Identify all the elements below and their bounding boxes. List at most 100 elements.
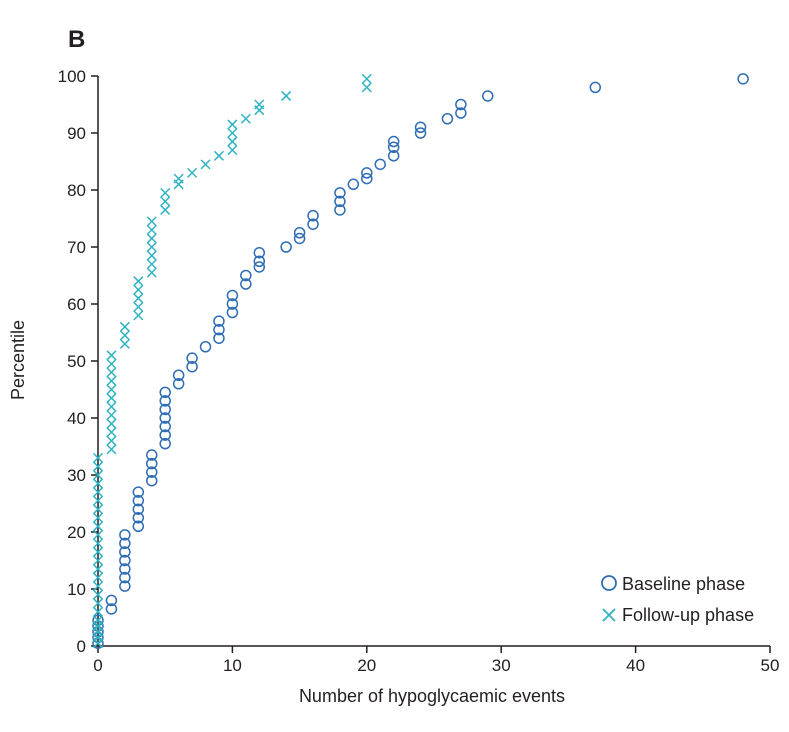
baseline-point — [132, 512, 145, 524]
baseline-point — [307, 218, 319, 230]
baseline-point — [387, 150, 400, 162]
followup-point — [92, 581, 104, 592]
baseline-point — [334, 204, 346, 216]
baseline-point — [455, 107, 467, 119]
followup-point — [146, 259, 157, 270]
baseline-point — [589, 81, 602, 94]
baseline-point — [132, 486, 145, 498]
followup-point — [106, 410, 117, 421]
baseline-point — [119, 580, 131, 592]
y-tick-label: 60 — [67, 295, 86, 314]
x-ticks: 0 10 20 30 40 50 — [93, 646, 779, 675]
followup-point — [361, 82, 372, 93]
followup-series — [92, 73, 372, 649]
baseline-point — [334, 195, 346, 208]
baseline-point — [213, 323, 225, 336]
baseline-point — [146, 466, 158, 478]
y-tick-label: 0 — [77, 637, 86, 656]
baseline-point — [132, 520, 145, 533]
baseline-point — [334, 187, 346, 199]
followup-point — [92, 572, 104, 583]
baseline-point — [159, 395, 171, 407]
followup-point — [92, 478, 104, 489]
followup-point — [92, 546, 104, 557]
x-tick-label: 40 — [626, 656, 645, 675]
baseline-point — [387, 141, 400, 153]
baseline-point — [213, 315, 225, 327]
followup-point — [106, 350, 117, 361]
followup-point — [92, 487, 104, 498]
y-axis-label: Percentile — [8, 320, 28, 400]
followup-point — [254, 99, 265, 110]
baseline-point — [172, 369, 185, 381]
baseline-point — [213, 332, 225, 344]
y-tick-label: 90 — [67, 124, 86, 143]
y-tick-label: 10 — [67, 580, 86, 599]
legend-baseline-marker — [601, 575, 617, 591]
baseline-point — [240, 278, 252, 290]
panel-label: B — [68, 26, 86, 53]
baseline-point — [414, 127, 427, 139]
followup-point — [92, 469, 104, 481]
y-tick-label: 50 — [67, 352, 86, 371]
followup-point — [106, 384, 117, 395]
baseline-point — [253, 246, 266, 259]
baseline-point — [441, 113, 454, 125]
followup-point — [92, 589, 104, 600]
y-tick-label: 40 — [67, 409, 86, 428]
baseline-point — [119, 546, 131, 558]
followup-point — [227, 119, 238, 130]
baseline-point — [159, 412, 171, 424]
followup-point — [133, 301, 144, 312]
followup-point — [92, 555, 104, 566]
followup-point — [106, 418, 117, 429]
baseline-point — [455, 98, 467, 111]
baseline-point — [226, 298, 239, 310]
followup-point — [173, 173, 184, 184]
baseline-point — [307, 209, 319, 222]
followup-point — [92, 512, 104, 523]
followup-point — [106, 375, 117, 386]
followup-point — [227, 127, 238, 139]
followup-point — [106, 358, 117, 369]
axes — [97, 76, 770, 647]
baseline-point — [240, 269, 252, 282]
followup-point — [106, 367, 117, 378]
baseline-point — [280, 241, 292, 253]
followup-point — [92, 598, 104, 609]
baseline-point — [253, 261, 266, 273]
baseline-point — [105, 594, 118, 607]
followup-point — [92, 564, 104, 575]
baseline-point — [387, 135, 400, 148]
baseline-point — [253, 255, 266, 267]
baseline-point — [159, 437, 171, 450]
followup-point — [119, 321, 130, 332]
baseline-point — [347, 178, 360, 191]
baseline-point — [119, 563, 131, 575]
followup-point — [92, 452, 104, 463]
followup-point — [106, 393, 117, 404]
baseline-point — [186, 352, 198, 364]
followup-point — [119, 330, 130, 341]
baseline-point — [226, 289, 239, 302]
followup-point — [133, 310, 144, 321]
baseline-point — [146, 474, 158, 487]
baseline-point — [119, 529, 131, 541]
followup-point — [106, 401, 117, 412]
followup-point — [92, 495, 104, 506]
baseline-point — [199, 341, 212, 353]
baseline-point — [361, 172, 373, 185]
x-tick-label: 20 — [357, 656, 376, 675]
legend-followup-marker — [602, 608, 616, 622]
baseline-point — [374, 158, 386, 171]
followup-point — [160, 187, 171, 198]
followup-point — [187, 167, 198, 178]
followup-point — [281, 90, 292, 101]
baseline-point — [361, 167, 373, 179]
followup-point — [92, 504, 104, 515]
x-tick-label: 50 — [761, 656, 780, 675]
y-tick-label: 70 — [67, 238, 86, 257]
x-tick-label: 30 — [492, 656, 511, 675]
followup-point — [92, 529, 104, 540]
